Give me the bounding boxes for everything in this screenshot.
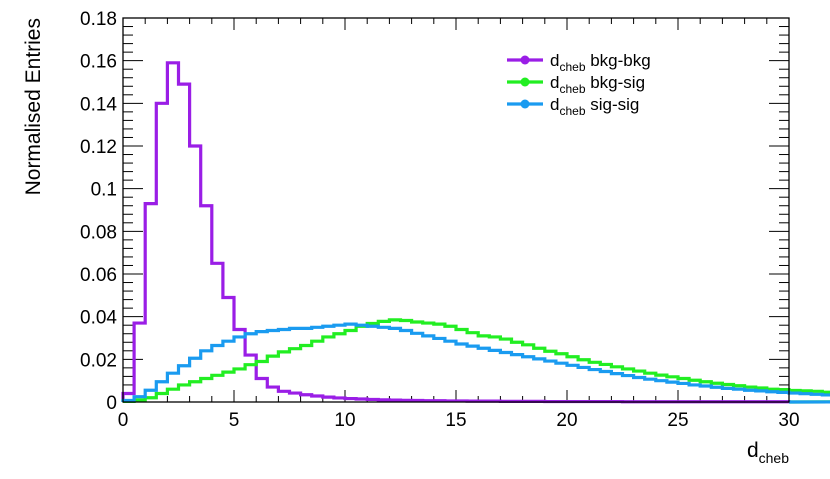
legend-swatch-marker (520, 55, 530, 65)
legend-entry-bkg-bkg: dcheb bkg-bkg (550, 51, 651, 74)
legend-subscript: cheb (559, 82, 585, 96)
series-bkg-sig-line (121, 318, 830, 404)
x-axis-title-main: d (747, 439, 759, 462)
legend-series-name: bkg-bkg (586, 51, 651, 70)
legend-entry-sig-sig: dcheb sig-sig (550, 95, 639, 118)
x-tick-label: 0 (118, 410, 129, 431)
legend-swatch-marker (520, 77, 530, 87)
y-tick-label: 0.16 (80, 52, 117, 73)
legend-symbol: d (550, 73, 559, 92)
y-tick-label: 0.12 (80, 137, 117, 158)
y-tick-label: 0.02 (80, 350, 117, 371)
x-tick-label: 15 (445, 410, 466, 431)
y-tick-label: 0.06 (80, 265, 117, 286)
legend-entry-bkg-sig: dcheb bkg-sig (550, 73, 645, 96)
y-tick-label: 0.1 (91, 180, 117, 201)
legend-symbol: d (550, 51, 559, 70)
series-sig-sig-line (121, 322, 830, 404)
x-axis-title: dcheb (747, 439, 789, 466)
x-tick-label: 25 (667, 410, 688, 431)
legend-subscript: cheb (559, 60, 585, 74)
y-tick-label: 0.04 (80, 308, 117, 329)
x-tick-label: 10 (334, 410, 355, 431)
tick-labels: 0 5 10 15 20 25 30 0 0.02 0.04 0.06 0.08 0.1 0.12 0.14… (80, 9, 800, 431)
axis-ticks (122, 17, 790, 403)
legend-swatch-marker (520, 99, 530, 109)
x-tick-label: 30 (778, 410, 799, 431)
x-tick-label: 5 (229, 410, 240, 431)
y-tick-label: 0.08 (80, 222, 117, 243)
x-tick-label: 20 (556, 410, 577, 431)
plot-frame (122, 17, 790, 403)
x-axis-title-subscript: cheb (759, 450, 790, 466)
y-tick-label: 0 (106, 393, 117, 414)
legend-series-name: bkg-sig (586, 73, 646, 92)
legend-subscript: cheb (559, 104, 585, 118)
legend-series-name: sig-sig (586, 95, 640, 114)
y-axis-title: Normalised Entries (22, 18, 45, 195)
y-tick-label: 0.18 (80, 9, 117, 30)
legend-symbol: d (550, 95, 559, 114)
y-tick-label: 0.14 (80, 94, 117, 115)
